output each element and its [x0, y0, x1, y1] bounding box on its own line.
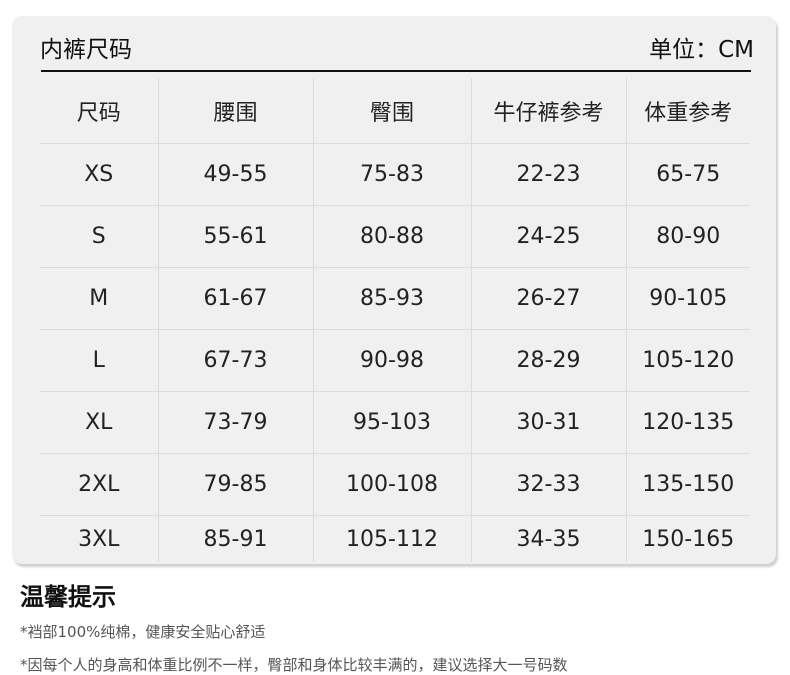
table-row: L 67-73 90-98 28-29 105-120 — [40, 329, 750, 392]
table-cell: 85-93 — [312, 267, 471, 330]
table-cell: 22-23 — [470, 143, 626, 206]
table-cell: 65-75 — [625, 143, 750, 206]
table-cell: 73-79 — [157, 391, 313, 454]
table-cell: 67-73 — [157, 329, 313, 392]
table-cell: 55-61 — [157, 205, 313, 268]
table-row: S 55-61 80-88 24-25 80-90 — [40, 205, 750, 268]
table-cell: XL — [40, 391, 158, 454]
tips-title: 温馨提示 — [20, 583, 116, 611]
unit-label: 单位：CM — [649, 37, 754, 63]
table-row: 2XL 79-85 100-108 32-33 135-150 — [40, 453, 750, 516]
table-cell: 34-35 — [470, 515, 626, 562]
column-header: 臀围 — [312, 78, 471, 144]
table-cell: 85-91 — [157, 515, 313, 562]
table-cell: 30-31 — [470, 391, 626, 454]
column-header: 牛仔裤参考 — [470, 78, 626, 144]
table-row: 3XL 85-91 105-112 34-35 150-165 — [40, 515, 750, 562]
table-cell: 79-85 — [157, 453, 313, 516]
column-header: 尺码 — [40, 78, 158, 144]
header-divider — [41, 70, 751, 72]
tip-item: *因每个人的身高和体重比例不一样，臀部和身体比较丰满的，建议选择大一号码数 — [20, 656, 568, 674]
table-cell: 2XL — [40, 453, 158, 516]
table-cell: 24-25 — [470, 205, 626, 268]
table-cell: M — [40, 267, 158, 330]
table-cell: S — [40, 205, 158, 268]
table-row: M 61-67 85-93 26-27 90-105 — [40, 267, 750, 330]
table-cell: 3XL — [78, 526, 120, 552]
table-cell: 28-29 — [470, 329, 626, 392]
table-cell: 32-33 — [470, 453, 626, 516]
table-cell: 100-108 — [312, 453, 471, 516]
column-header: 腰围 — [157, 78, 313, 144]
table-cell: 80-90 — [625, 205, 750, 268]
table-cell: 120-135 — [625, 391, 750, 454]
table-cell: 61-67 — [157, 267, 313, 330]
tip-item: *裆部100%纯棉，健康安全贴心舒适 — [20, 623, 266, 641]
table-row: XL 73-79 95-103 30-31 120-135 — [40, 391, 750, 454]
table-cell: 135-150 — [625, 453, 750, 516]
table-cell: 105-112 — [312, 515, 471, 562]
table-cell: 150-165 — [625, 515, 750, 562]
table-row: XS 49-55 75-83 22-23 65-75 — [40, 143, 750, 206]
table-header-row: 尺码 腰围 臀围 牛仔裤参考 体重参考 — [40, 78, 750, 144]
column-header: 体重参考 — [625, 78, 750, 144]
table-cell: 80-88 — [312, 205, 471, 268]
table-cell: 90-98 — [312, 329, 471, 392]
table-cell: 95-103 — [312, 391, 471, 454]
table-cell: 26-27 — [470, 267, 626, 330]
table-cell: 49-55 — [157, 143, 313, 206]
size-table: 尺码 腰围 臀围 牛仔裤参考 体重参考 XS 49-55 75-83 22-23 65-… — [40, 78, 750, 562]
table-cell: 75-83 — [312, 143, 471, 206]
table-cell: L — [40, 329, 158, 392]
table-cell: 105-120 — [625, 329, 750, 392]
table-cell: 90-105 — [625, 267, 750, 330]
table-cell: XS — [40, 143, 158, 206]
chart-title: 内裤尺码 — [40, 37, 132, 63]
